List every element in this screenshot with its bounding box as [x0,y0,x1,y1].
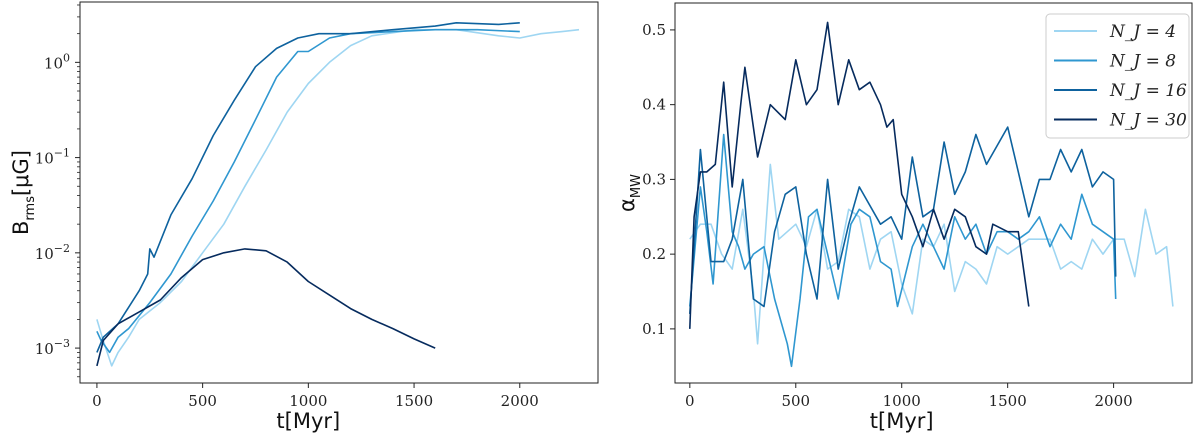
panel-alpha-mw: 0 500 1000 1500 2000 0.1 0.2 0.3 0.4 0.5 t[Myr] αMW… [615,2,1193,433]
legend-label: N_J = 16 [1109,81,1187,101]
y-tick-base: 10 [44,54,63,72]
series-line-nj-30 [689,21,1030,329]
series-line-nj-4 [689,163,1174,345]
legend-label: N_J = 30 [1109,111,1187,131]
x-tick-label: 1000 [289,392,327,410]
y-axis-label-ylabel-unit: [μG] [9,150,33,196]
y-tick-label: 0.4 [642,96,666,114]
y-axis-label: αMW [615,174,644,212]
x-tick-label: 0 [92,392,102,410]
y-tick-label: 10−3 [35,337,70,358]
y-axis-label: Brms[μG] [9,150,38,235]
y-axis-label-ylabel-sub: MW [629,174,644,198]
y-tick-label: 100 [44,51,70,72]
y-tick-base: 10 [35,150,54,168]
x-tick-label: 1000 [883,392,921,410]
x-tick-label: 500 [781,392,810,410]
x-tick-label: 1500 [395,392,433,410]
y-axis-label-ylabel: α [615,198,639,212]
y-tick-label: 10−2 [35,242,70,263]
panel-b-rms: 0 500 1000 1500 200010010−110−210−3t[Myr]Brm… [9,1,599,433]
series-line-nj-8 [96,28,520,354]
y-tick-label: 0.2 [642,245,666,263]
x-tick-label: 2000 [1095,392,1133,410]
x-axis-label: t[Myr] [276,409,340,433]
series-line-nj-30 [96,248,436,367]
y-tick-label: 0.3 [642,170,666,188]
y-tick-base: 10 [35,245,54,263]
x-tick-label: 1500 [989,392,1027,410]
y-tick-exponent: 0 [63,51,70,64]
legend: N_J = 4 N_J = 8 N_J = 16 N_J = 30 [1045,13,1190,139]
series-line-nj-4 [96,28,580,367]
y-axis-label-ylabel: B [9,221,33,235]
series-line-nj-16 [689,126,1117,314]
x-tick-label: 500 [188,392,217,410]
y-tick-label: 10−1 [35,147,70,168]
legend-label: N_J = 4 [1109,22,1176,42]
series-line-nj-8 [689,133,1117,368]
x-tick-label: 2000 [501,392,539,410]
legend-label: N_J = 8 [1109,52,1176,72]
y-tick-exponent: −2 [54,242,70,255]
y-tick-exponent: −1 [54,147,70,160]
legend-box [1045,13,1190,139]
y-tick-base: 10 [35,340,54,358]
axes-frame [79,1,599,384]
y-tick-exponent: −3 [54,337,70,350]
y-tick-label: 0.5 [642,21,666,39]
y-axis-label-ylabel-sub: rms [23,196,38,221]
y-tick-label: 0.1 [642,320,666,338]
series-line-nj-16 [96,21,520,353]
axes-frame [674,2,1193,384]
x-tick-label: 0 [685,392,695,410]
x-axis-label: t[Myr] [870,409,934,433]
